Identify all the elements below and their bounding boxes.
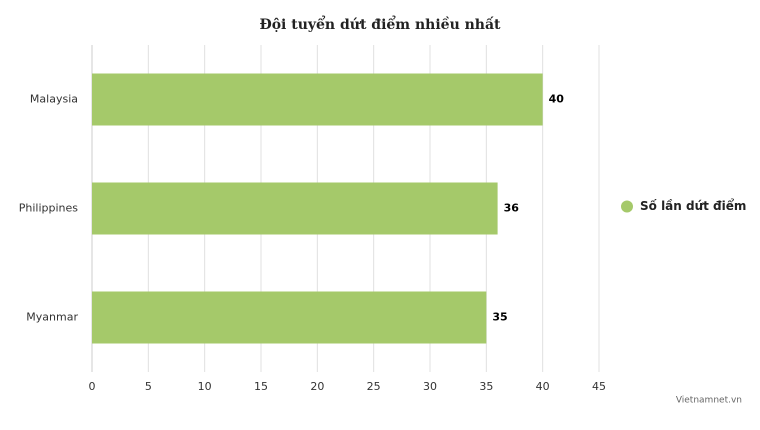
bar — [92, 182, 498, 235]
x-tick-label: 30 — [423, 380, 437, 393]
x-tick-label: 45 — [592, 380, 606, 393]
x-tick-label: 35 — [479, 380, 493, 393]
value-label: 35 — [492, 311, 507, 324]
chart-title: Đội tuyển dứt điểm nhiều nhất — [259, 15, 501, 33]
x-tick-label: 0 — [89, 380, 96, 393]
value-label: 36 — [504, 202, 520, 215]
x-tick-label: 10 — [198, 380, 212, 393]
x-tick-label: 25 — [367, 380, 381, 393]
x-tick-label: 5 — [145, 380, 152, 393]
value-label: 40 — [549, 93, 565, 106]
bar — [92, 291, 487, 344]
bar — [92, 73, 543, 126]
y-tick-label: Myanmar — [26, 311, 78, 324]
legend-label: Số lần dứt điểm — [640, 198, 746, 213]
x-tick-label: 40 — [536, 380, 550, 393]
x-tick-label: 15 — [254, 380, 268, 393]
y-tick-label: Philippines — [19, 202, 79, 215]
legend-marker — [621, 200, 633, 213]
x-tick-label: 20 — [310, 380, 324, 393]
y-tick-label: Malaysia — [30, 93, 78, 106]
credit: Vietnamnet.vn — [676, 396, 742, 406]
